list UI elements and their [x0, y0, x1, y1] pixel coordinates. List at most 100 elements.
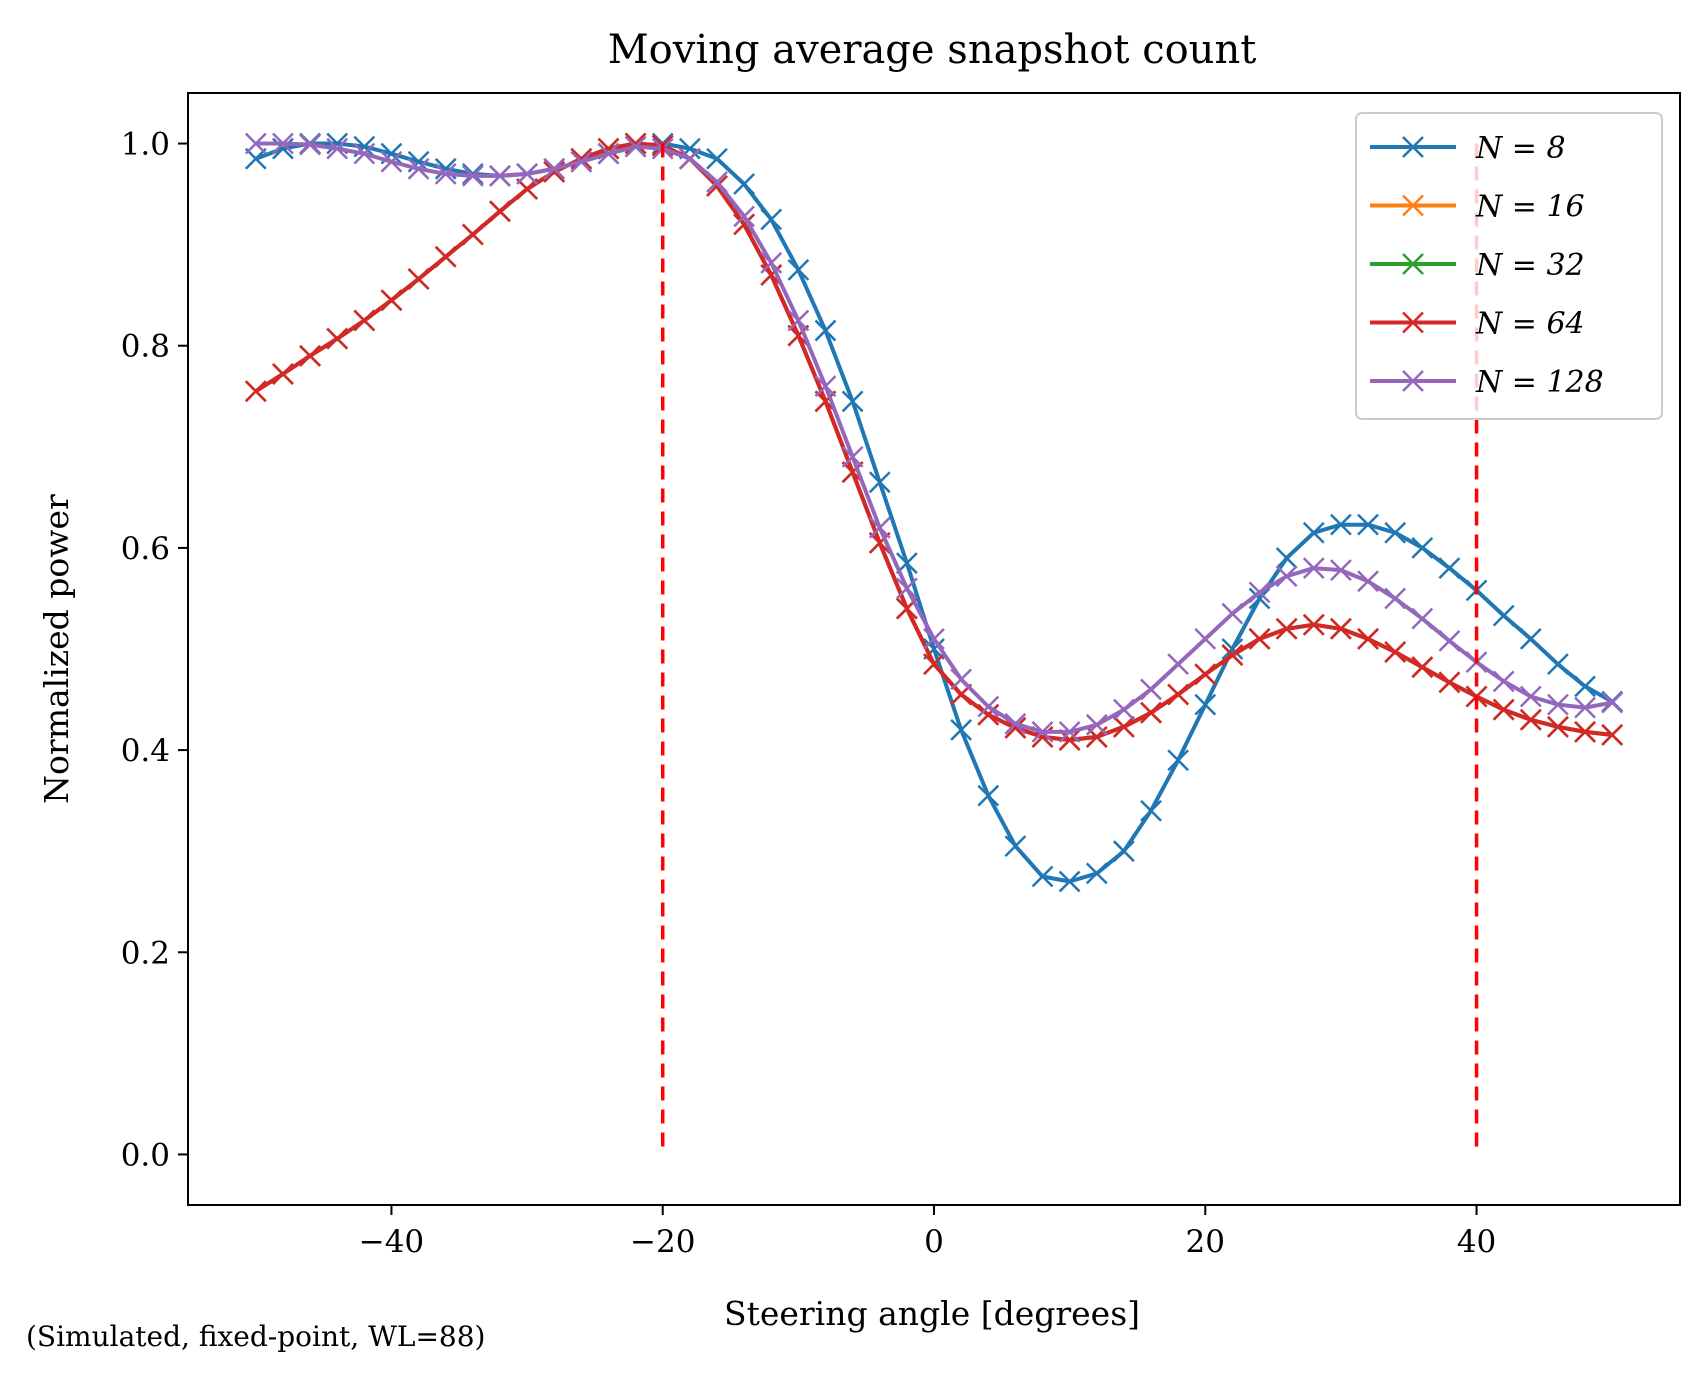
data-point [977, 784, 1000, 807]
data-point [1574, 675, 1596, 698]
data-point [1194, 693, 1217, 716]
data-point [1357, 628, 1379, 650]
data-point [841, 390, 864, 413]
data-point [1547, 653, 1569, 676]
data-point [570, 150, 593, 173]
data-point [434, 245, 457, 268]
y-tick-label: 0.8 [121, 329, 170, 365]
data-point [1031, 721, 1054, 743]
data-point [1519, 685, 1542, 708]
data-point [1438, 630, 1461, 652]
data-point [1275, 565, 1298, 588]
data-point [1302, 557, 1325, 580]
legend-label: N = 64 [1475, 307, 1585, 342]
data-point [706, 171, 728, 193]
data-point [1085, 713, 1108, 736]
data-point [1194, 628, 1217, 650]
y-tick-label: 0.2 [121, 935, 170, 971]
data-point [489, 200, 511, 223]
data-point [950, 668, 973, 691]
data-point [244, 147, 267, 170]
data-point [787, 259, 810, 281]
data-point [1601, 724, 1624, 746]
data-point [1221, 602, 1244, 625]
data-point [543, 157, 566, 180]
x-axis-label: Steering angle [degrees] [724, 1294, 1140, 1333]
legend-label: N = 32 [1475, 248, 1585, 283]
legend: N = 8 N = 16 N = 32 N = 64 N = 128 [1355, 112, 1663, 420]
data-point [597, 142, 620, 165]
data-point [1411, 607, 1434, 630]
data-point [1275, 547, 1298, 569]
data-point [1113, 715, 1135, 738]
data-point [380, 150, 403, 173]
x-tick-label: 20 [1186, 1224, 1225, 1260]
data-point [868, 531, 891, 554]
legend-label: N = 128 [1475, 365, 1604, 400]
data-point [1004, 712, 1027, 735]
data-point [760, 251, 783, 274]
data-point [1438, 557, 1461, 580]
legend-marker [1402, 194, 1424, 217]
data-point [1519, 708, 1542, 731]
plot-area [244, 132, 1624, 1155]
series-5 [244, 132, 1624, 743]
data-point [787, 309, 810, 332]
data-point [1248, 581, 1271, 604]
data-point [977, 703, 1000, 726]
data-point [624, 135, 647, 158]
data-point [1248, 628, 1271, 650]
legend-box [1355, 112, 1663, 420]
data-point [1167, 653, 1190, 676]
legend-entry: N = 128 [1370, 365, 1604, 400]
y-tick-label: 0.6 [121, 531, 170, 567]
data-point [868, 516, 891, 539]
legend-marker [1402, 370, 1424, 392]
data-point [353, 142, 376, 165]
x-tick-label: 40 [1457, 1224, 1496, 1260]
data-point [272, 363, 294, 385]
data-point [1547, 715, 1569, 738]
data-point [1411, 656, 1434, 679]
data-point [244, 132, 267, 155]
data-point [461, 165, 484, 187]
data-point [1574, 696, 1596, 719]
legend-marker [1402, 136, 1424, 158]
data-point [1140, 701, 1162, 724]
data-point [407, 268, 430, 290]
data-point [1384, 521, 1407, 544]
data-point [299, 133, 321, 156]
chart-title: Moving average snapshot count [608, 27, 1257, 73]
data-point [1167, 749, 1190, 772]
data-point [895, 577, 918, 600]
data-point [733, 173, 755, 195]
legend-label: N = 8 [1475, 131, 1566, 166]
data-point [1357, 513, 1379, 536]
y-tick-label: 0.0 [121, 1137, 170, 1173]
legend-entry: N = 32 [1370, 248, 1585, 283]
data-point [814, 375, 837, 398]
data-point [489, 165, 511, 187]
data-point [1275, 617, 1298, 640]
legend-entry: N = 16 [1370, 190, 1585, 225]
legend-label: N = 16 [1475, 190, 1585, 225]
data-point [380, 289, 403, 312]
footnote: (Simulated, fixed-point, WL=88) [26, 1320, 485, 1353]
data-point [1248, 587, 1271, 610]
data-point [516, 162, 538, 185]
data-point [760, 208, 783, 231]
y-axis-label: Normalized power [37, 494, 76, 804]
data-point [1031, 865, 1054, 888]
y-tick-label: 1.0 [121, 127, 170, 163]
data-point [326, 137, 349, 160]
data-point [950, 718, 973, 741]
data-point [1221, 638, 1244, 660]
data-point [787, 324, 810, 347]
legend-marker [1402, 253, 1424, 275]
data-point [1492, 604, 1515, 627]
data-point [1384, 641, 1407, 663]
data-point [1492, 670, 1515, 693]
data-point [923, 653, 945, 676]
data-point [868, 471, 891, 494]
